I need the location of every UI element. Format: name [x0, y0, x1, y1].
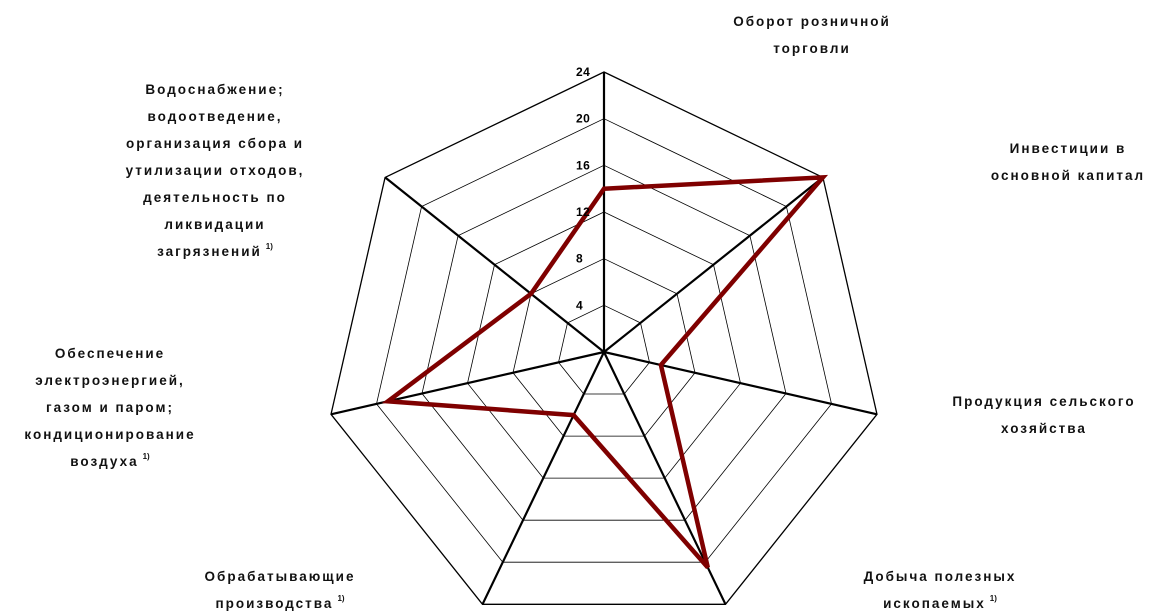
- category-label-text: электроэнергией,: [35, 373, 185, 388]
- category-label-line: ликвидации: [164, 217, 265, 232]
- category-label-text: Оборот розничной: [733, 14, 891, 29]
- grid-ring-4: [558, 304, 650, 395]
- category-label-text: Продукция сельского: [952, 394, 1135, 409]
- category-label-text: ликвидации: [164, 217, 265, 232]
- grid-ring-20: [376, 118, 832, 563]
- footnote-marker: 1): [337, 594, 344, 603]
- category-label-line: торговли: [773, 41, 851, 56]
- category-label-text: загрязнений: [157, 244, 262, 259]
- radar-axis-1: [603, 176, 824, 353]
- radar-axis-2: [603, 350, 878, 416]
- category-label-text: воздуха: [70, 454, 138, 469]
- category-label-line: электроэнергией,: [35, 373, 185, 388]
- radar-axes: [330, 72, 878, 605]
- tick-label-24: 24: [576, 65, 590, 79]
- category-label-line: производства 1): [215, 594, 344, 611]
- category-label-line: хозяйства: [1001, 421, 1087, 436]
- category-label-line: утилизации отходов,: [126, 163, 305, 178]
- category-label-text: организация сбора и: [126, 136, 304, 151]
- tick-label-4: 4: [576, 298, 583, 312]
- category-label-line: кондиционирование: [24, 427, 195, 442]
- grid-ring-8: [512, 258, 696, 437]
- radar-axis-5: [330, 350, 605, 416]
- category-label-text: хозяйства: [1001, 421, 1087, 436]
- grid-ring-16: [421, 164, 787, 521]
- category-label-text: Водоснабжение;: [145, 82, 284, 97]
- category-label-line: воздуха 1): [70, 452, 150, 469]
- category-label-text: деятельность по: [143, 190, 287, 205]
- category-label-line: Обрабатывающие: [205, 569, 356, 584]
- radar-category-labels: Оборот розничной торговли Инвестиции в осно…: [24, 14, 1145, 611]
- footnote-marker: 1): [266, 242, 273, 251]
- category-label-0: Оборот розничной торговли: [733, 14, 891, 56]
- category-label-5: Обеспечение электроэнергией, газом и паром…: [24, 346, 195, 469]
- category-label-text: Инвестиции в: [1010, 141, 1127, 156]
- series-line-0: [381, 174, 829, 569]
- tick-label-16: 16: [576, 158, 590, 172]
- category-label-line: организация сбора и: [126, 136, 304, 151]
- category-label-line: водоотведение,: [148, 109, 283, 124]
- grid-ring-12: [467, 211, 741, 479]
- category-label-text: Добыча полезных: [864, 569, 1017, 584]
- footnote-marker: 1): [143, 452, 150, 461]
- category-label-line: Обеспечение: [55, 346, 165, 361]
- category-label-text: основной капитал: [991, 168, 1145, 183]
- category-label-text: Обрабатывающие: [205, 569, 356, 584]
- category-label-line: Оборот розничной: [733, 14, 891, 29]
- grid-ring-24: [330, 71, 878, 605]
- category-label-3: Добыча полезных ископаемых 1): [864, 569, 1017, 611]
- radar-axis-6: [384, 176, 605, 353]
- category-label-1: Инвестиции в основной капитал: [991, 141, 1145, 183]
- category-label-text: Обеспечение: [55, 346, 165, 361]
- tick-label-12: 12: [576, 205, 590, 219]
- tick-label-20: 20: [576, 112, 590, 126]
- category-label-line: Водоснабжение;: [145, 82, 284, 97]
- category-label-text: газом и паром;: [46, 400, 174, 415]
- category-label-line: Продукция сельского: [952, 394, 1135, 409]
- category-label-line: Добыча полезных: [864, 569, 1017, 584]
- radar-axis-4: [481, 351, 605, 605]
- category-label-text: ископаемых: [883, 596, 986, 611]
- category-label-text: торговли: [773, 41, 851, 56]
- radar-series: [381, 174, 829, 569]
- category-label-text: утилизации отходов,: [126, 163, 305, 178]
- category-label-line: ископаемых 1): [883, 594, 997, 611]
- category-label-line: деятельность по: [143, 190, 287, 205]
- category-label-line: газом и паром;: [46, 400, 174, 415]
- footnote-marker: 1): [990, 594, 997, 603]
- category-label-2: Продукция сельского хозяйства: [952, 394, 1135, 436]
- category-label-text: производства: [215, 596, 333, 611]
- radar-grid: [330, 71, 878, 605]
- category-label-text: кондиционирование: [24, 427, 195, 442]
- category-label-line: Инвестиции в: [1010, 141, 1127, 156]
- category-label-4: Обрабатывающие производства 1): [205, 569, 356, 611]
- category-label-line: загрязнений 1): [157, 242, 273, 259]
- category-label-text: водоотведение,: [148, 109, 283, 124]
- category-label-6: Водоснабжение; водоотведение, организация …: [126, 82, 305, 259]
- radar-tick-labels: 4 8 12 16 20 24: [576, 65, 590, 312]
- category-label-line: основной капитал: [991, 168, 1145, 183]
- tick-label-8: 8: [576, 252, 583, 266]
